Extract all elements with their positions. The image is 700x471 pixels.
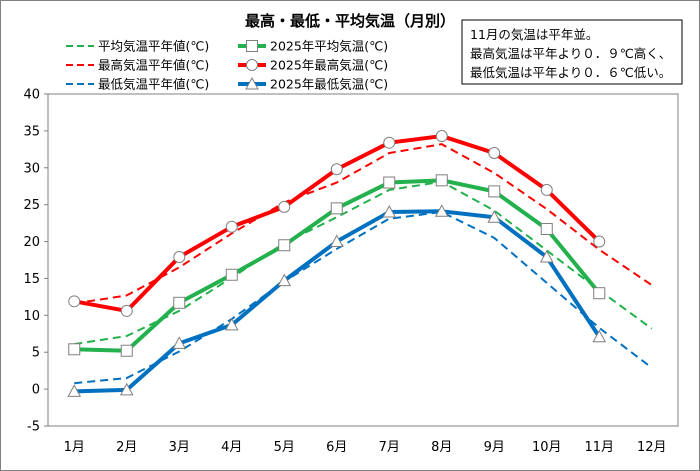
annotation-line-1: 11月の気温は平年並。 [470,27,598,42]
x-tick-label: 5月 [274,440,295,455]
series-1-data-point [330,202,343,215]
y-tick-label: 25 [23,198,40,213]
legend-label-3: 2025年最高気温(℃) [270,58,388,73]
series-3-data-point [383,136,396,149]
series-5-data-point [434,204,449,217]
series-5-data-point [277,273,292,287]
legend-label-1: 2025年平均気温(℃) [270,39,388,54]
y-tick-label: 5 [32,346,40,361]
normal-series-line-2 [74,143,653,305]
series-3-data-point [540,183,553,196]
y-tick-label: 15 [23,272,40,287]
series-3-data-point [225,220,238,233]
series-5-data-point [329,234,344,248]
series-5-data-point [119,382,134,396]
series-3-data-point [330,163,343,176]
x-tick-label: 10月 [532,440,562,455]
series-3-data-point [173,251,186,264]
series-1-data-point [383,176,396,189]
legend-marker-1 [246,40,258,52]
series-1-data-point [68,343,81,356]
series-5-data-point [382,205,397,218]
series-3-data-point [488,147,501,160]
x-tick-label: 2月 [116,440,137,455]
series-1-data-point [488,185,501,198]
y-tick-label: 10 [23,309,40,324]
series-5-data-point [67,384,82,397]
legend-label-5: 2025年最低気温(℃) [270,77,388,92]
series-1-data-point [120,344,133,357]
legend-marker-3 [246,59,258,71]
series-3-data-point [120,304,133,317]
normal-series-line-4 [74,211,653,385]
x-tick-label: 9月 [484,440,505,455]
x-tick-label: 7月 [379,440,400,455]
annotation-box [461,19,683,85]
legend-marker-5 [245,76,259,90]
x-tick-label: 6月 [326,440,347,455]
series-3-data-point [278,200,291,213]
series-3-data-point [593,235,606,248]
x-tick-label: 11月 [584,440,614,455]
x-tick-label: 12月 [637,440,667,455]
series-1-data-point [435,174,448,187]
chart-title: 最高・最低・平均気温（月別） [245,12,455,30]
series-1-data-point [173,296,186,309]
series-5-data-point [224,317,239,331]
y-tick-label: -5 [27,420,40,435]
series-1-data-point [540,223,553,236]
series-1-data-point [593,287,606,300]
series-5-data-point [172,336,187,349]
y-tick-label: 40 [23,88,40,103]
y-tick-label: 0 [32,383,40,398]
series-3-data-point [68,295,81,308]
annotation-line-2: 最高気温は平年より０．９℃高く、 [470,46,671,61]
y-tick-label: 35 [23,124,40,139]
y-tick-label: 20 [23,235,40,250]
series-5-data-point [539,250,554,263]
series-5-data-point [487,210,502,223]
x-tick-label: 8月 [431,440,452,455]
x-tick-label: 4月 [221,440,242,455]
legend-label-2: 最高気温平年値(℃) [98,58,209,73]
plot-area-border [47,93,679,427]
legend-label-4: 最低気温平年値(℃) [98,77,209,92]
series-1-data-point [278,239,291,252]
x-tick-label: 1月 [64,440,85,455]
series-1-data-point [225,268,238,281]
series-5-data-point [592,329,607,343]
x-tick-label: 3月 [169,440,190,455]
series-3-data-point [435,130,448,143]
annotation-line-3: 最低気温は平年より０．６℃低い。 [470,65,671,80]
y-tick-label: 30 [23,161,40,176]
legend-label-0: 平均気温平年値(℃) [98,39,209,54]
